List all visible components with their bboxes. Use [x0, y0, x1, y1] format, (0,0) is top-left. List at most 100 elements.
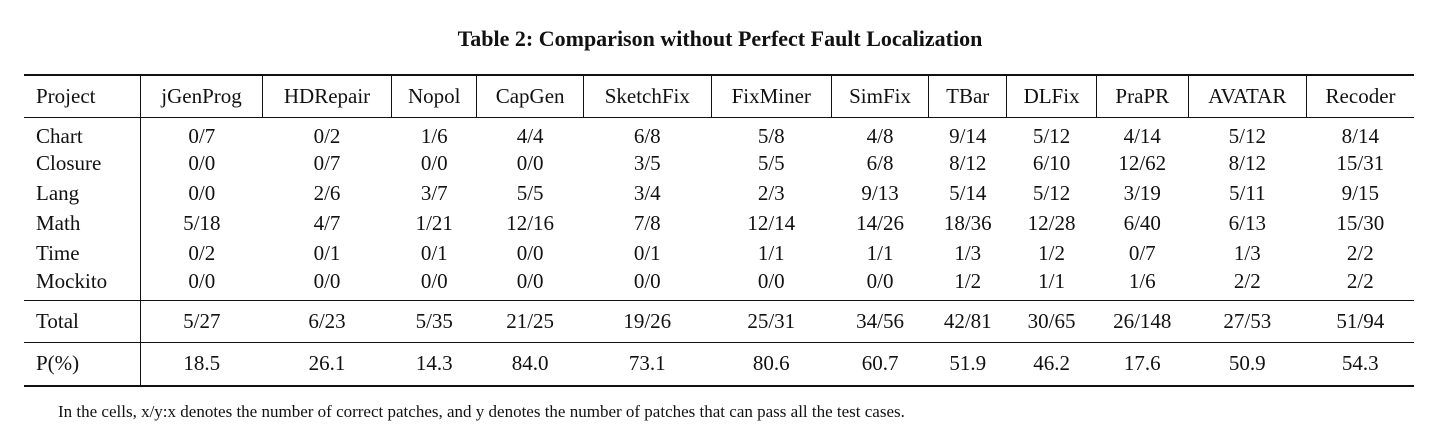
comparison-table: Project jGenProg HDRepair Nopol CapGen Sketch… [24, 74, 1414, 387]
header-tool-sketchfix: SketchFix [582, 75, 712, 117]
table-cell: 4/7 [313, 211, 341, 235]
table-row: Closure 0/0 0/7 0/0 0/0 3/5 5/5 6/8 8/12 6/10 12/6… [24, 148, 1414, 179]
table-cell: 4/14 [1123, 123, 1161, 148]
table-cell: 0/0 [140, 148, 263, 179]
table-cell: 12/28 [1027, 211, 1076, 235]
table-cell: 0/2 [140, 238, 263, 269]
table-cell: 5/12 [1228, 123, 1266, 148]
row-label: Time [36, 241, 80, 265]
table-header: Project jGenProg HDRepair Nopol CapGen Sketch… [24, 75, 1414, 117]
table-cell: 5/35 [415, 308, 453, 333]
header-tool-fixminer: FixMiner [710, 75, 832, 117]
table-cell: 12/16 [506, 211, 555, 235]
table-cell: 9/15 [1341, 181, 1379, 205]
header-tool-dlfix: DLFix [1006, 75, 1097, 117]
row-label: Lang [36, 181, 80, 205]
table-cell: 0/0 [420, 268, 448, 293]
table-cell: 1/1 [757, 241, 785, 265]
project-rows: Chart 0/7 0/2 1/6 4/4 6/8 5/8 4/8 9/14 5/12 4/14 5/… [24, 117, 1414, 300]
table-cell: 2/3 [757, 181, 785, 205]
table-cell: 1/1 [1038, 268, 1065, 293]
table-cell: 0/0 [866, 268, 894, 293]
row-label: Closure [36, 151, 102, 175]
table-cell: 14.3 [415, 351, 453, 376]
table-cell: 51/94 [1336, 308, 1385, 333]
table-cell: 5/14 [949, 181, 987, 205]
table-cell: 5/12 [1032, 123, 1071, 148]
table-cell: 5/8 [757, 123, 785, 148]
table-cell: 0/0 [313, 268, 341, 293]
header-tool-tbar: TBar [928, 75, 1007, 117]
table-cell: 1/2 [1038, 241, 1065, 265]
table-cell: 0/0 [516, 241, 544, 265]
table-cell: 5/12 [1032, 181, 1071, 205]
table-cell: 12/14 [747, 211, 796, 235]
table-cell: 0/7 [1128, 241, 1156, 265]
header-project: Project [36, 83, 96, 108]
header-tool-recoder: Recoder [1306, 75, 1414, 117]
table-cell: 12/62 [1118, 151, 1167, 175]
header-tool-avatar: AVATAR [1187, 75, 1307, 117]
row-label: Total [36, 308, 79, 333]
table-cell: 5/11 [1229, 181, 1266, 205]
table-cell: 1/6 [1128, 268, 1156, 293]
header-row: Project jGenProg HDRepair Nopol CapGen Sketch… [24, 75, 1414, 117]
table-cell: 0/1 [633, 241, 661, 265]
table-cell: 0/1 [420, 241, 448, 265]
table-cell: 5/18 [140, 208, 263, 239]
table-cell: 8/12 [1228, 151, 1266, 175]
table-cell: 1/2 [954, 268, 982, 293]
table-row: Mockito 0/0 0/0 0/0 0/0 0/0 0/0 0/0 1/2 1/1 1/6 2/2… [24, 268, 1414, 300]
table-cell: 0/0 [757, 268, 785, 293]
table-cell: 8/14 [1341, 123, 1379, 148]
table-cell: 3/4 [633, 181, 661, 205]
header-tool-prapr: PraPR [1095, 75, 1189, 117]
table-cell: 21/25 [506, 308, 555, 333]
table-cell: 73.1 [628, 351, 666, 376]
table-cell: 15/30 [1336, 211, 1385, 235]
header-tool-hdrepair: HDRepair [261, 75, 392, 117]
table-cell: 3/19 [1123, 181, 1161, 205]
row-label: Mockito [36, 268, 108, 293]
table-cell: 1/1 [866, 241, 894, 265]
table-cell: 15/31 [1336, 151, 1385, 175]
table-cell: 1/3 [954, 241, 982, 265]
precision-section: P(%) 18.5 26.1 14.3 84.0 73.1 80.6 60.7 51.9 46.2… [24, 342, 1414, 386]
table-cell: 5/27 [140, 300, 263, 342]
table-cell: 80.6 [752, 351, 790, 376]
precision-row: P(%) 18.5 26.1 14.3 84.0 73.1 80.6 60.7 51.9 46.2… [24, 342, 1414, 386]
table-cell: 46.2 [1033, 351, 1070, 376]
table-cell: 3/5 [633, 151, 661, 175]
row-label: P(%) [36, 351, 80, 376]
table-cell: 9/13 [861, 181, 899, 205]
table-row: Time 0/2 0/1 0/1 0/0 0/1 1/1 1/1 1/3 1/2 0/7 1/3 2/2 [24, 238, 1414, 269]
total-section: Total 5/27 6/23 5/35 21/25 19/26 25/31 34/56 42/… [24, 300, 1414, 342]
table-cell: 14/26 [856, 211, 904, 235]
table-cell: 1/6 [420, 123, 448, 148]
table-cell: 18/36 [943, 211, 992, 235]
table-cell: 1/3 [1233, 241, 1261, 265]
table-cell: 51.9 [949, 351, 987, 376]
table-cell: 34/56 [856, 308, 904, 333]
table-cell: 0/0 [140, 268, 263, 300]
table-cell: 18.5 [140, 342, 263, 386]
table-cell: 0/0 [140, 178, 263, 209]
table-cell: 5/5 [516, 181, 544, 205]
table-cell: 4/8 [866, 123, 894, 148]
table-cell: 2/2 [1346, 241, 1374, 265]
table-note: In the cells, x/y:x denotes the number o… [58, 402, 905, 421]
header-tool-simfix: SimFix [830, 75, 929, 117]
table-cell: 19/26 [623, 308, 672, 333]
table-cell: 25/31 [747, 308, 796, 333]
table-cell: 6/13 [1228, 211, 1266, 235]
table-cell: 0/0 [516, 268, 544, 293]
table-cell: 60.7 [861, 351, 899, 376]
table-cell: 26/148 [1113, 308, 1172, 333]
row-label: Math [36, 211, 81, 235]
table-cell: 3/7 [420, 181, 448, 205]
header-tool-jgenprog: jGenProg [140, 75, 263, 117]
table-cell: 0/0 [420, 151, 448, 175]
table-cell: 50.9 [1228, 351, 1266, 376]
table-cell: 6/23 [308, 308, 346, 333]
table-row: Chart 0/7 0/2 1/6 4/4 6/8 5/8 4/8 9/14 5/12 4/14 5/… [24, 117, 1414, 149]
